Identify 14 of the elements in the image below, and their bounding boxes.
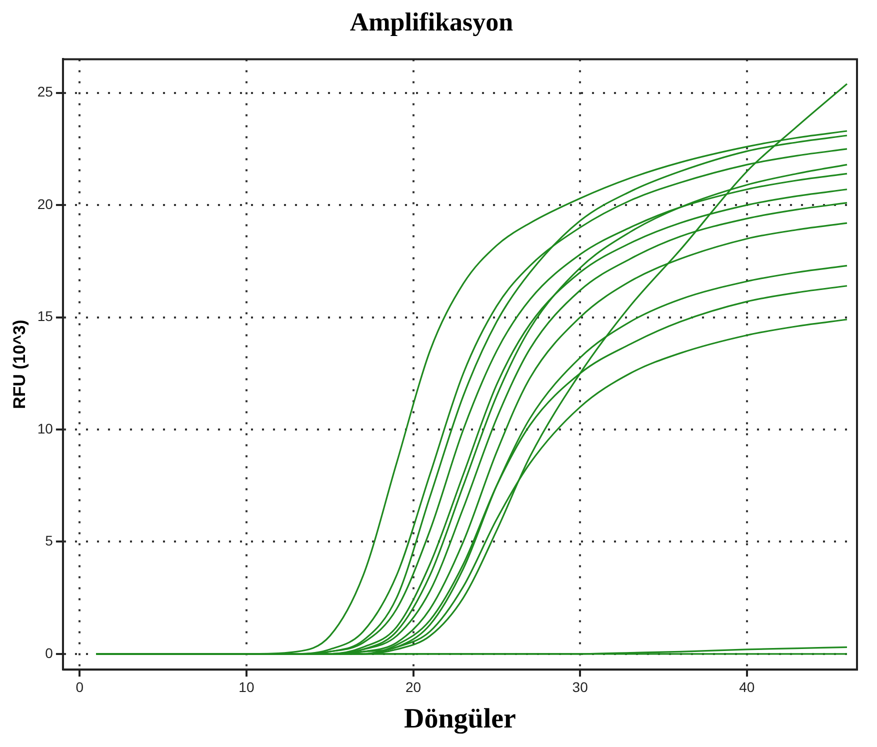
x-tick-label: 0 <box>76 678 84 695</box>
x-tick-label: 20 <box>405 678 422 695</box>
y-tick-label: 15 <box>37 308 54 324</box>
y-tick-label: 20 <box>37 196 54 212</box>
y-tick-label: 25 <box>37 84 54 100</box>
x-tick-label: 40 <box>739 678 755 695</box>
y-tick-label: 5 <box>45 532 54 549</box>
x-axis-title: Döngüler <box>404 703 516 734</box>
x-tick-label: 30 <box>572 678 588 695</box>
y-tick-label: 0 <box>45 644 54 661</box>
y-tick-label: 10 <box>37 420 54 436</box>
y-axis-title: RFU (10^3) <box>10 320 29 410</box>
x-tick-label: 10 <box>238 678 254 695</box>
chart-title: Amplifikasyon <box>350 7 514 36</box>
